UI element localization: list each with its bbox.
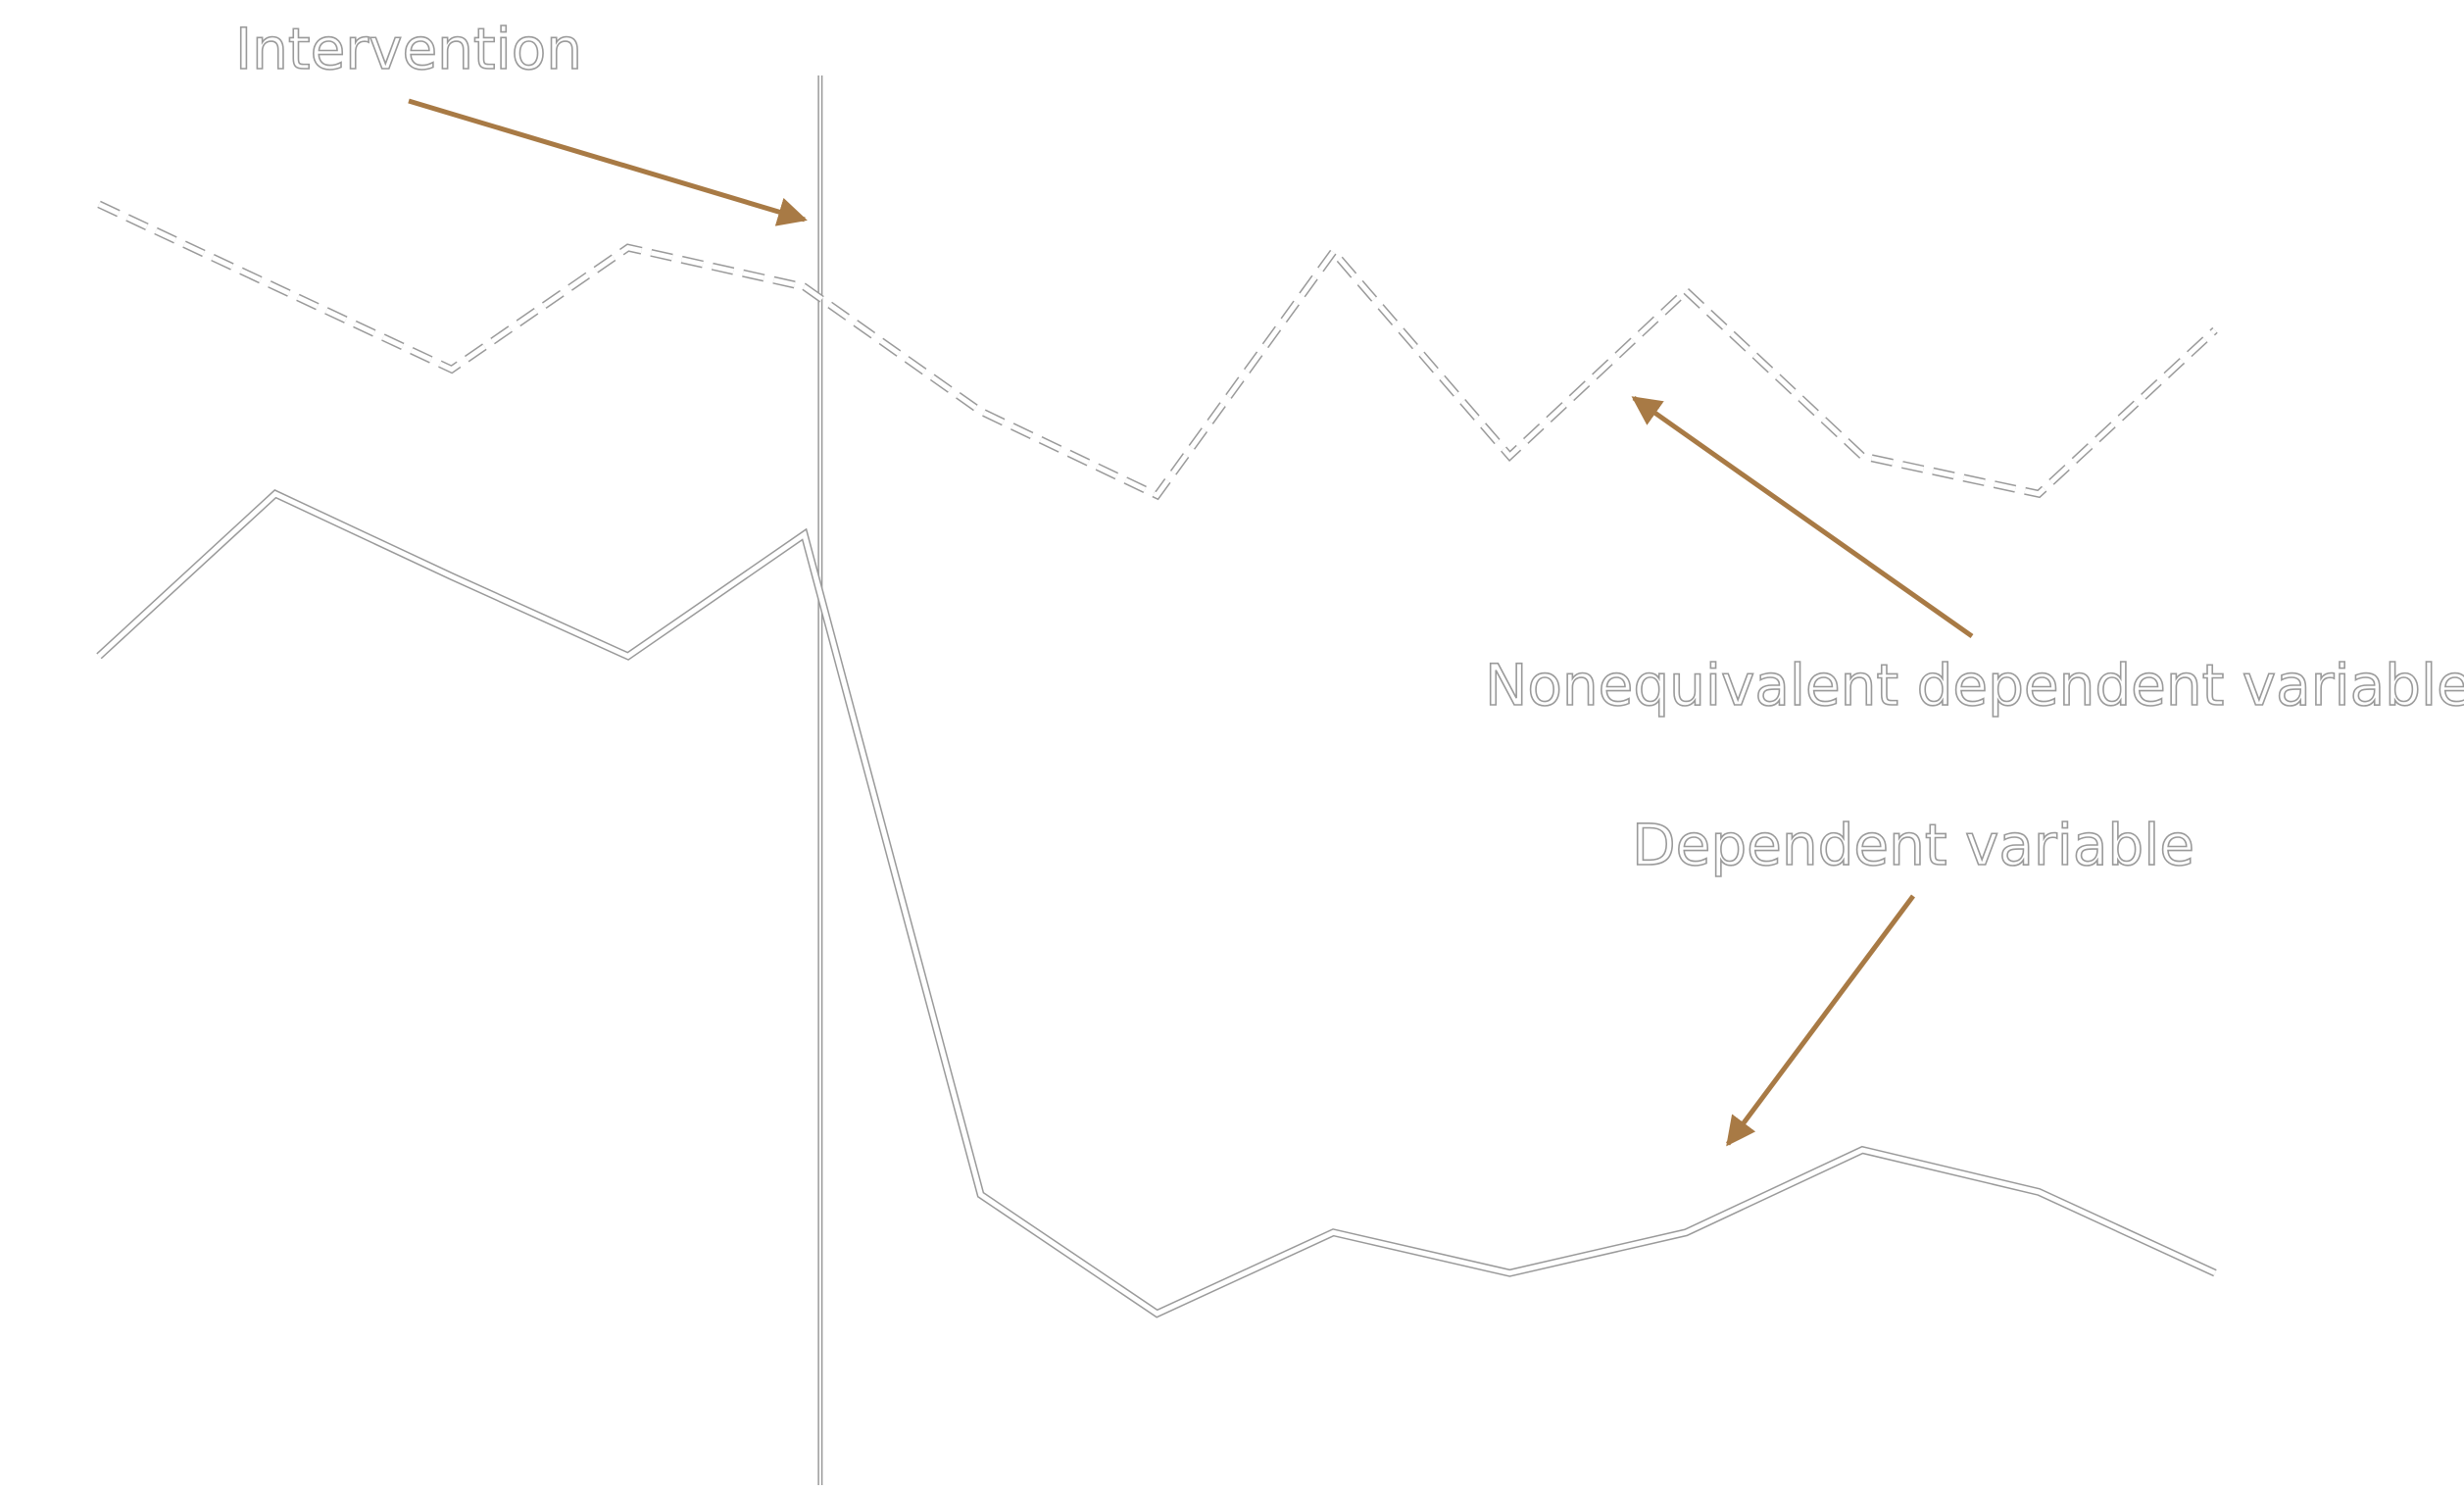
series-line — [97, 202, 2217, 499]
series-outline — [96, 489, 2217, 1318]
series-label: Dependent variable — [1632, 812, 2194, 878]
intervention-label: Intervention — [235, 16, 582, 82]
annotation-arrow — [1631, 395, 1974, 639]
series-line — [97, 490, 2217, 1317]
annotation-arrow — [1725, 894, 1916, 1147]
series-outline — [97, 200, 2218, 501]
annotation-arrow — [408, 98, 808, 226]
series-label: Nonequivalent dependent variable — [1485, 652, 2464, 719]
